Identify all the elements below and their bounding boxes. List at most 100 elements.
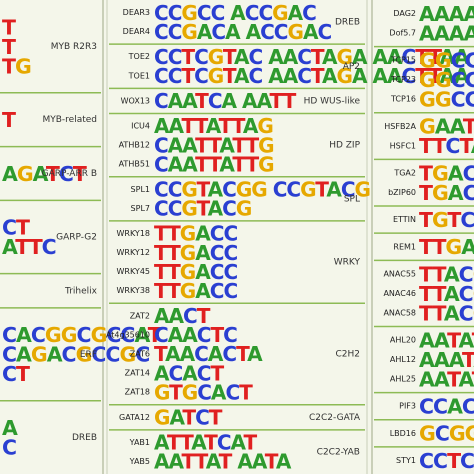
motif-logo: CAACTC bbox=[154, 323, 237, 347]
gene-name: ATHB51 bbox=[119, 160, 150, 169]
motif-logo: CCACGTG bbox=[419, 395, 474, 419]
motif-logo: CT bbox=[2, 216, 30, 240]
motif-logo: GATCT bbox=[154, 405, 223, 429]
gene-name: YAB5 bbox=[129, 457, 150, 466]
family-label: HD WUS-like bbox=[304, 96, 361, 106]
gene-name: TOE2 bbox=[128, 52, 150, 61]
gene-name: WRKY18 bbox=[117, 229, 151, 238]
motif-logo: CAATTATTG bbox=[154, 152, 274, 176]
gene-name: WRKY12 bbox=[117, 248, 151, 257]
gene-name: ANAC46 bbox=[383, 289, 416, 298]
motif-logo: CCTCGTAC AACTAGA AACTTAA bbox=[154, 45, 470, 69]
motif-logo: TTCTAGA bbox=[419, 134, 474, 158]
motif-logo: CCTCTAG bbox=[419, 449, 474, 473]
gene-name: AHL12 bbox=[390, 355, 416, 364]
motif-logo: TTGACC bbox=[154, 241, 237, 265]
motif-logo: T bbox=[2, 35, 16, 59]
gene-name: At4g35610 bbox=[106, 330, 150, 339]
motif-logo: A bbox=[2, 416, 18, 440]
motif-logo: CCTCGTAC AACTAGA AACTTAA bbox=[154, 64, 470, 88]
gene-name: GATA12 bbox=[119, 413, 150, 422]
gene-name: ANAC55 bbox=[383, 269, 416, 278]
gene-name: ZAT6 bbox=[130, 350, 150, 359]
motif-logo: ACACT bbox=[154, 361, 224, 385]
gene-name: DEAR3 bbox=[123, 8, 150, 17]
motif-logo: C bbox=[2, 435, 16, 459]
motif-logo: TAACACTA bbox=[154, 342, 263, 366]
gene-name: PIF3 bbox=[399, 402, 416, 411]
gene-name: STY1 bbox=[396, 456, 416, 465]
motif-logo: CAATTATTG bbox=[154, 133, 274, 157]
gene-name: AHL20 bbox=[390, 336, 416, 345]
gene-name: Dof5.7 bbox=[389, 29, 416, 38]
motif-logo: GTGCACT bbox=[154, 380, 253, 404]
family-label: C2C2-YAB bbox=[317, 447, 360, 457]
motif-logo: TG bbox=[2, 54, 31, 78]
gene-name: TCP16 bbox=[390, 95, 416, 104]
motif-logo: AATATATT bbox=[419, 367, 474, 391]
gene-name: ZAT14 bbox=[125, 369, 150, 378]
gene-name: DAG2 bbox=[393, 9, 416, 18]
gene-name: SPL7 bbox=[131, 204, 150, 213]
motif-logo: CCGTACG bbox=[154, 197, 251, 221]
motif-logo: TTGACC bbox=[154, 279, 237, 303]
family-label: MYB R2R3 bbox=[51, 42, 97, 52]
motif-logo: AATATATT bbox=[419, 328, 474, 352]
motif-logo: GAATTC bbox=[419, 115, 474, 139]
gene-name: AHL25 bbox=[390, 375, 416, 384]
motif-logo: CCGCC ACCGAC bbox=[154, 1, 316, 25]
motif-logo: T bbox=[2, 15, 16, 39]
motif-logo: TTGACC bbox=[154, 260, 237, 284]
motif-logo: GGCCCA bbox=[419, 88, 474, 112]
motif-logo: GGCCCA bbox=[419, 49, 474, 73]
gene-name: YAB1 bbox=[129, 438, 150, 447]
motif-logo: AGATCT bbox=[2, 162, 87, 186]
gene-name: bZIP60 bbox=[388, 188, 416, 197]
motif-logo: AATTATTAG bbox=[154, 114, 273, 138]
gene-name: ZAT2 bbox=[130, 311, 150, 320]
gene-name: ETTIN bbox=[393, 215, 416, 224]
motif-logo: AAAAGT bbox=[419, 2, 474, 26]
motif-logo: AAAAGT bbox=[419, 21, 474, 45]
gene-name: WRKY38 bbox=[117, 286, 151, 295]
motif-logo: CACGGCGCCAT bbox=[2, 323, 162, 347]
family-label: ERF bbox=[80, 350, 97, 360]
gene-name: DEAR4 bbox=[123, 27, 150, 36]
motif-logo: T bbox=[2, 108, 16, 132]
gene-name: WRKY45 bbox=[117, 267, 151, 276]
motif-logo: TTACGT bbox=[419, 282, 474, 306]
motif-logo: TTGACC bbox=[154, 222, 237, 246]
motif-logo: CCGTACGG CCGTACG bbox=[154, 177, 370, 201]
family-label: AP2 bbox=[343, 62, 360, 72]
motif-logo: CAATCA AATT bbox=[154, 89, 297, 113]
gene-name: WOX13 bbox=[121, 96, 150, 105]
family-label: DREB bbox=[72, 433, 97, 443]
motif-logo: ATTC bbox=[2, 235, 56, 259]
gene-name: ZAT18 bbox=[125, 388, 150, 397]
gene-name: ANAC58 bbox=[383, 308, 416, 317]
gene-name: HSFC1 bbox=[390, 141, 416, 150]
motif-logo: GGCCCA bbox=[419, 68, 474, 92]
motif-logo: ATTATCAT bbox=[154, 431, 257, 455]
motif-logo: CT bbox=[2, 362, 30, 386]
motif-logo: AAATATTT bbox=[419, 348, 474, 372]
motif-logo: TGACGT bbox=[419, 161, 474, 185]
gene-name: ICU4 bbox=[131, 122, 150, 131]
gene-name: TGA2 bbox=[393, 168, 416, 177]
gene-name: SPL1 bbox=[131, 185, 150, 194]
gene-name: ATHB12 bbox=[119, 141, 150, 150]
family-label: DREB bbox=[335, 18, 360, 28]
family-label: MYB-related bbox=[42, 115, 97, 125]
family-label: WRKY bbox=[334, 258, 361, 268]
motif-logo: TGTCGG bbox=[419, 208, 474, 232]
motif-logo: CCGACA ACCGAC bbox=[154, 20, 331, 44]
gene-name: TCP15 bbox=[390, 56, 416, 65]
motif-logo: TGACGT bbox=[419, 181, 474, 205]
family-label: C2C2-GATA bbox=[309, 413, 361, 423]
family-label: GARP-G2 bbox=[56, 233, 97, 243]
gene-name: HSFB2A bbox=[384, 122, 416, 131]
gene-name: TCP23 bbox=[390, 75, 416, 84]
